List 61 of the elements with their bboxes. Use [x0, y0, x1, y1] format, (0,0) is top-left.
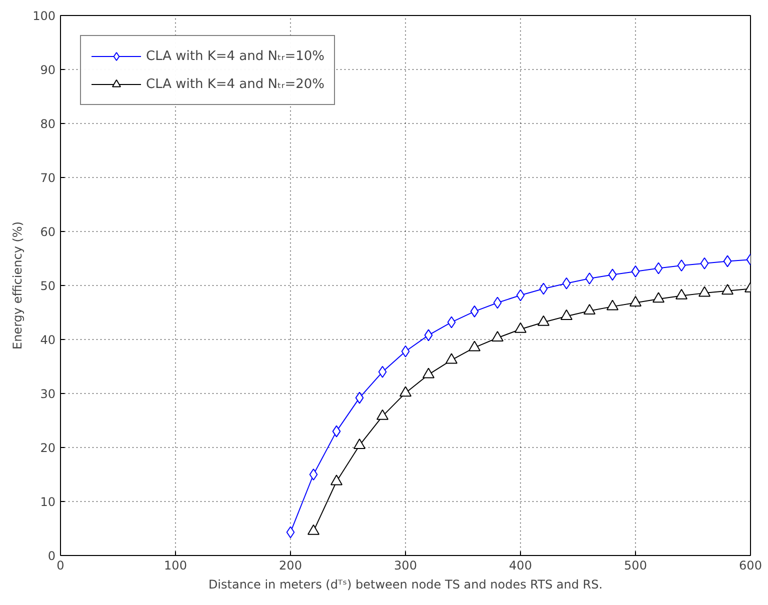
y-tick-label: 70: [40, 171, 56, 185]
point: [631, 265, 640, 278]
y-tick-label: 20: [40, 441, 56, 455]
y-tick-label: 50: [40, 279, 56, 293]
point: [378, 366, 387, 378]
point: [468, 340, 480, 352]
point: [539, 282, 548, 295]
legend-label: CLA with K=4 and Nₜᵣ=20%: [146, 76, 324, 92]
x-tick-label: 200: [279, 558, 302, 572]
point: [376, 409, 388, 420]
point: [560, 309, 572, 320]
point: [562, 277, 571, 290]
point: [677, 260, 686, 272]
point: [516, 289, 525, 302]
point: [447, 316, 456, 328]
point: [492, 331, 504, 342]
point: [308, 524, 320, 535]
point: [654, 262, 663, 274]
point: [698, 286, 710, 297]
y-tick-label: 60: [40, 225, 56, 239]
point: [722, 284, 734, 295]
x-tick-label: 400: [509, 558, 532, 572]
y-tick-label: 10: [40, 495, 56, 509]
point: [286, 526, 295, 538]
legend-label: CLA with K=4 and Nₜᵣ=10%: [146, 48, 324, 64]
point: [538, 315, 550, 326]
point: [309, 468, 318, 480]
point: [330, 474, 342, 486]
point: [355, 392, 364, 404]
y-tick-label: 30: [40, 387, 56, 401]
point: [584, 304, 596, 315]
x-axis-title: Distance in meters (dᵀˢ) between node TS and nodes RTS and RS.: [208, 578, 603, 592]
y-tick-label: 80: [40, 117, 56, 131]
x-tick-label: 0: [56, 558, 64, 572]
point: [676, 288, 688, 300]
point: [354, 438, 366, 450]
y-axis-title: Energy efficiency (%): [10, 221, 25, 350]
point: [401, 345, 410, 358]
point: [514, 322, 526, 333]
point: [446, 353, 458, 364]
point: [606, 300, 618, 310]
point: [630, 296, 642, 306]
point: [700, 257, 709, 270]
x-tick-label: 300: [394, 558, 417, 572]
point: [608, 268, 617, 281]
y-tick-label: 0: [48, 549, 56, 563]
y-tick-label: 40: [40, 333, 56, 347]
point: [652, 292, 664, 303]
x-tick-label: 600: [739, 558, 762, 572]
x-tick-label: 100: [164, 558, 187, 572]
point: [585, 272, 594, 284]
point: [470, 305, 479, 318]
x-tick-label: 500: [624, 558, 647, 572]
point: [424, 329, 433, 342]
y-tick-label: 100: [32, 9, 56, 23]
point: [493, 296, 502, 309]
point: [400, 386, 412, 397]
point: [332, 425, 341, 438]
point: [422, 368, 434, 378]
point: [723, 255, 732, 268]
y-tick-label: 90: [40, 63, 56, 77]
